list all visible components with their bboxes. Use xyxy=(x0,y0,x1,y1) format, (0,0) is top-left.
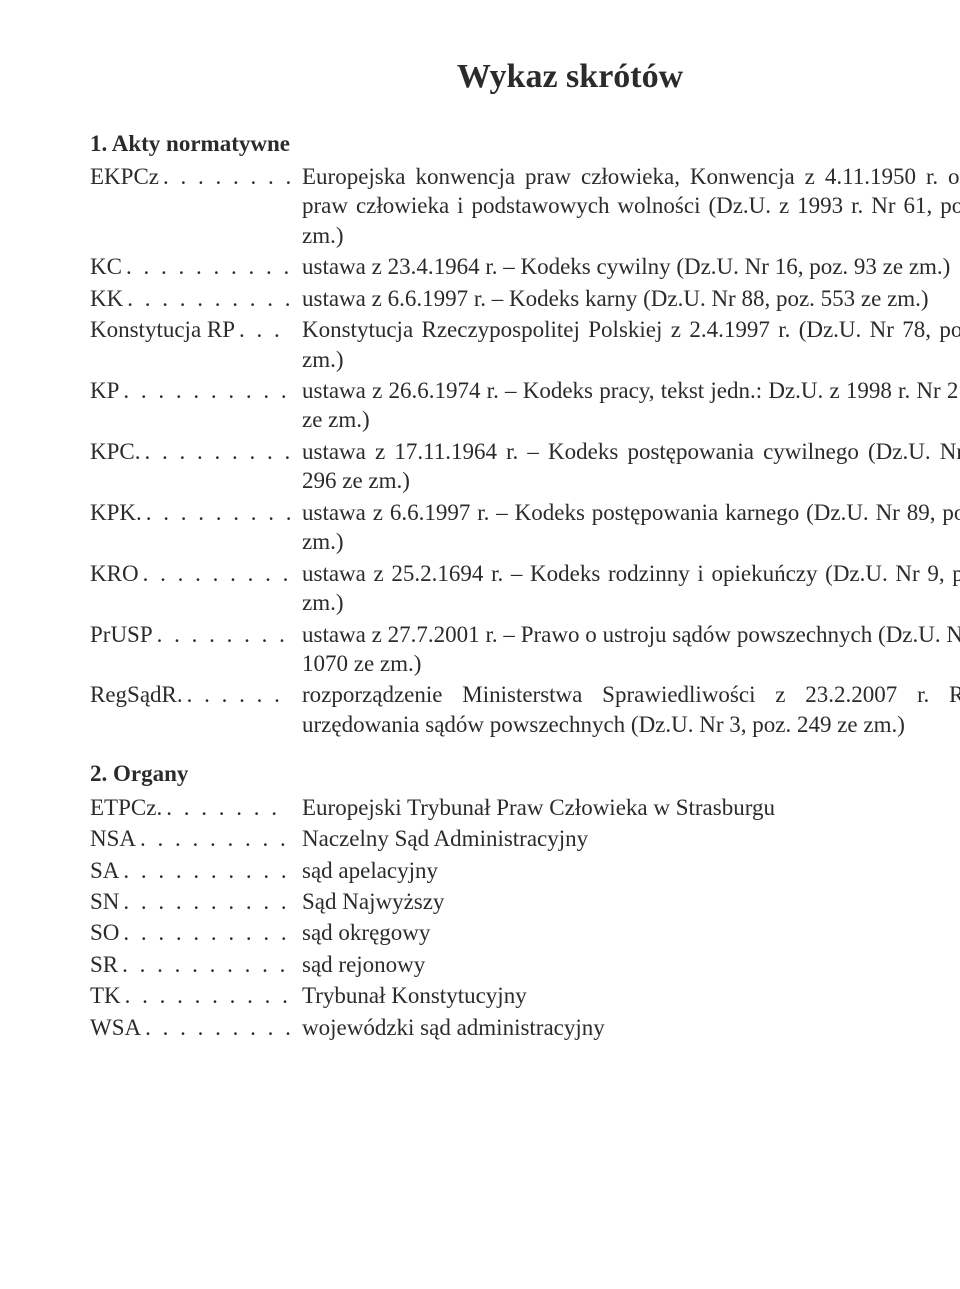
abbreviation-cell: SR xyxy=(90,950,290,979)
leader-dots xyxy=(142,498,290,527)
definition-text: ustawa z 17.11.1964 r. – Kodeks postępow… xyxy=(290,437,960,496)
definition-text: sąd apelacyjny xyxy=(290,856,960,885)
leader-dots xyxy=(136,824,290,853)
leader-dots xyxy=(119,918,290,947)
section-heading: 1. Akty normatywne xyxy=(90,129,960,158)
abbreviation-entry: SR sąd rejonowy xyxy=(90,950,960,979)
abbreviation-text: KPC. xyxy=(90,437,141,466)
abbreviation-cell: SN xyxy=(90,887,290,916)
abbreviation-entry: Konstytucja RP Konstytucja Rzeczypospolit… xyxy=(90,315,960,374)
leader-dots xyxy=(119,887,290,916)
abbreviation-cell: Konstytucja RP xyxy=(90,315,290,344)
abbreviation-entry: KPK. ustawa z 6.6.1997 r. – Kodeks postęp… xyxy=(90,498,960,557)
abbreviation-entry: KRO ustawa z 25.2.1694 r. – Kodeks rodzin… xyxy=(90,559,960,618)
abbreviation-text: TK xyxy=(90,981,121,1010)
definition-text: Europejski Trybunał Praw Człowieka w Str… xyxy=(290,793,960,822)
abbreviation-entry: SA sąd apelacyjny xyxy=(90,856,960,885)
abbreviation-cell: KP xyxy=(90,376,290,405)
abbreviation-cell: KPC. xyxy=(90,437,290,466)
abbreviation-entry: RegSądR. rozporządzenie Ministerstwa Spra… xyxy=(90,680,960,739)
leader-dots xyxy=(123,284,290,313)
leader-dots xyxy=(118,950,290,979)
definition-text: ustawa z 6.6.1997 r. – Kodeks karny (Dz.… xyxy=(290,284,960,313)
abbreviation-cell: NSA xyxy=(90,824,290,853)
definition-text: ustawa z 27.7.2001 r. – Prawo o ustroju … xyxy=(290,620,960,679)
leader-dots xyxy=(141,437,291,466)
abbreviation-text: WSA xyxy=(90,1013,141,1042)
abbreviation-entry: WSA wojewódzki sąd administracyjny xyxy=(90,1013,960,1042)
leader-dots xyxy=(121,981,290,1010)
abbreviation-entry: PrUSP ustawa z 27.7.2001 r. – Prawo o ust… xyxy=(90,620,960,679)
abbreviation-text: SA xyxy=(90,856,119,885)
abbreviation-cell: RegSądR. xyxy=(90,680,290,709)
abbreviation-text: KPK. xyxy=(90,498,142,527)
abbreviation-text: PrUSP xyxy=(90,620,153,649)
leader-dots xyxy=(183,680,290,709)
abbreviation-list: 1. Akty normatywne EKPCz Europejska konwen… xyxy=(90,129,960,1043)
abbreviation-text: KRO xyxy=(90,559,139,588)
definition-text: ustawa z 23.4.1964 r. – Kodeks cywilny (… xyxy=(290,252,960,281)
abbreviation-cell: SO xyxy=(90,918,290,947)
section-heading: 2. Organy xyxy=(90,759,960,788)
abbreviation-text: SR xyxy=(90,950,118,979)
abbreviation-entry: KP ustawa z 26.6.1974 r. – Kodeks pracy, … xyxy=(90,376,960,435)
abbreviation-text: KP xyxy=(90,376,119,405)
abbreviation-text: SN xyxy=(90,887,119,916)
abbreviation-entry: KC ustawa z 23.4.1964 r. – Kodeks cywilny… xyxy=(90,252,960,281)
leader-dots xyxy=(159,162,290,191)
definition-text: Trybunał Konstytucyjny xyxy=(290,981,960,1010)
leader-dots xyxy=(235,315,290,344)
definition-text: ustawa z 25.2.1694 r. – Kodeks rodzinny … xyxy=(290,559,960,618)
abbreviation-cell: SA xyxy=(90,856,290,885)
leader-dots xyxy=(162,793,290,822)
abbreviation-text: ETPCz. xyxy=(90,793,162,822)
abbreviation-text: SO xyxy=(90,918,119,947)
abbreviation-entry: NSA Naczelny Sąd Administracyjny xyxy=(90,824,960,853)
abbreviation-text: KK xyxy=(90,284,123,313)
abbreviation-entry: SN Sąd Najwyższy xyxy=(90,887,960,916)
abbreviation-text: KC xyxy=(90,252,122,281)
abbreviation-entry: EKPCz Europejska konwencja praw człowieka… xyxy=(90,162,960,250)
abbreviation-text: NSA xyxy=(90,824,136,853)
abbreviation-cell: PrUSP xyxy=(90,620,290,649)
abbreviation-cell: KK xyxy=(90,284,290,313)
definition-text: Europejska konwencja praw człowieka, Kon… xyxy=(290,162,960,250)
definition-text: sąd okręgowy xyxy=(290,918,960,947)
definition-text: ustawa z 6.6.1997 r. – Kodeks postępowan… xyxy=(290,498,960,557)
abbreviation-cell: TK xyxy=(90,981,290,1010)
leader-dots xyxy=(119,376,290,405)
abbreviation-entry: ETPCz. Europejski Trybunał Praw Człowieka… xyxy=(90,793,960,822)
abbreviation-cell: EKPCz xyxy=(90,162,290,191)
abbreviation-cell: WSA xyxy=(90,1013,290,1042)
leader-dots xyxy=(122,252,290,281)
leader-dots xyxy=(153,620,290,649)
abbreviation-entry: SO sąd okręgowy xyxy=(90,918,960,947)
definition-text: sąd rejonowy xyxy=(290,950,960,979)
definition-text: Sąd Najwyższy xyxy=(290,887,960,916)
abbreviation-cell: KC xyxy=(90,252,290,281)
leader-dots xyxy=(119,856,290,885)
abbreviation-cell: ETPCz. xyxy=(90,793,290,822)
leader-dots xyxy=(141,1013,290,1042)
definition-text: ustawa z 26.6.1974 r. – Kodeks pracy, te… xyxy=(290,376,960,435)
abbreviation-text: EKPCz xyxy=(90,162,159,191)
abbreviation-entry: KPC. ustawa z 17.11.1964 r. – Kodeks post… xyxy=(90,437,960,496)
abbreviation-entry: KK ustawa z 6.6.1997 r. – Kodeks karny (D… xyxy=(90,284,960,313)
definition-text: rozporządzenie Ministerstwa Sprawiedliwo… xyxy=(290,680,960,739)
abbreviation-cell: KRO xyxy=(90,559,290,588)
definition-text: wojewódzki sąd administracyjny xyxy=(290,1013,960,1042)
leader-dots xyxy=(139,559,290,588)
abbreviation-text: RegSądR. xyxy=(90,680,183,709)
definition-text: Konstytucja Rzeczypospolitej Polskiej z … xyxy=(290,315,960,374)
page-title: Wykaz skrótów xyxy=(90,55,960,99)
abbreviation-entry: TK Trybunał Konstytucyjny xyxy=(90,981,960,1010)
abbreviation-cell: KPK. xyxy=(90,498,290,527)
definition-text: Naczelny Sąd Administracyjny xyxy=(290,824,960,853)
abbreviation-text: Konstytucja RP xyxy=(90,315,235,344)
